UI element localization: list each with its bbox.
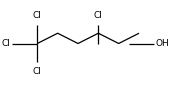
Text: Cl: Cl	[33, 11, 42, 19]
Text: Cl: Cl	[94, 11, 103, 19]
Text: OH: OH	[156, 39, 170, 48]
Text: Cl: Cl	[1, 39, 10, 48]
Text: Cl: Cl	[33, 68, 42, 76]
